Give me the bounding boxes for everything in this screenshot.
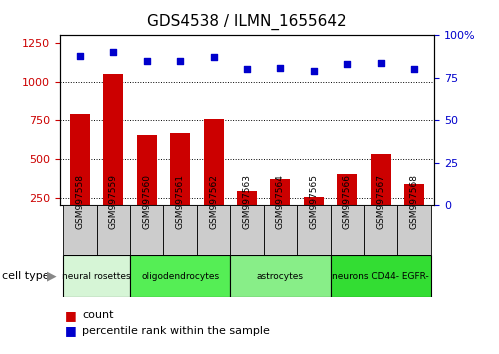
Bar [330, 255, 431, 297]
Text: neurons CD44- EGFR-: neurons CD44- EGFR- [332, 272, 429, 281]
Bar [63, 205, 97, 255]
Bar [337, 175, 357, 205]
Bar [330, 205, 364, 255]
Point [109, 50, 117, 55]
Text: GSM997561: GSM997561 [176, 174, 185, 229]
Bar [231, 205, 263, 255]
Point [377, 60, 385, 65]
Bar [204, 119, 224, 205]
Text: GSM997558: GSM997558 [75, 174, 84, 229]
Bar [63, 255, 130, 297]
Text: GSM997568: GSM997568 [410, 174, 419, 229]
Bar [304, 197, 324, 205]
Point [310, 68, 318, 74]
Bar [404, 184, 424, 205]
Bar [263, 205, 297, 255]
Point [76, 53, 84, 59]
Bar [164, 205, 197, 255]
Point [210, 55, 218, 60]
Bar [97, 205, 130, 255]
Text: cell type: cell type [2, 271, 50, 281]
Text: GSM997562: GSM997562 [209, 174, 218, 229]
Bar [270, 179, 290, 205]
Point [343, 62, 351, 67]
Text: percentile rank within the sample: percentile rank within the sample [82, 326, 270, 336]
Text: astrocytes: astrocytes [257, 272, 304, 281]
Bar [397, 205, 431, 255]
Point [410, 67, 418, 72]
Bar [137, 135, 157, 205]
Bar [130, 205, 164, 255]
Text: GSM997560: GSM997560 [142, 174, 151, 229]
Bar [70, 114, 90, 205]
Text: GSM997559: GSM997559 [109, 174, 118, 229]
Bar [103, 74, 123, 205]
Bar [371, 154, 391, 205]
Bar [237, 191, 257, 205]
Point [243, 67, 251, 72]
Point [276, 65, 284, 70]
Bar [231, 255, 330, 297]
Text: GSM997563: GSM997563 [243, 174, 251, 229]
Text: GSM997565: GSM997565 [309, 174, 318, 229]
Point [176, 58, 184, 64]
Text: GSM997567: GSM997567 [376, 174, 385, 229]
Text: ■: ■ [65, 325, 77, 337]
Text: GDS4538 / ILMN_1655642: GDS4538 / ILMN_1655642 [147, 14, 347, 30]
Text: GSM997564: GSM997564 [276, 174, 285, 229]
Point [143, 58, 151, 64]
Text: ■: ■ [65, 309, 77, 321]
Text: oligodendrocytes: oligodendrocytes [141, 272, 219, 281]
Text: GSM997566: GSM997566 [343, 174, 352, 229]
Bar [130, 255, 231, 297]
Bar [364, 205, 397, 255]
Text: neural rosettes: neural rosettes [62, 272, 131, 281]
Bar [170, 133, 190, 205]
Bar [197, 205, 231, 255]
Bar [297, 205, 330, 255]
Text: ▶: ▶ [47, 270, 56, 282]
Text: count: count [82, 310, 114, 320]
